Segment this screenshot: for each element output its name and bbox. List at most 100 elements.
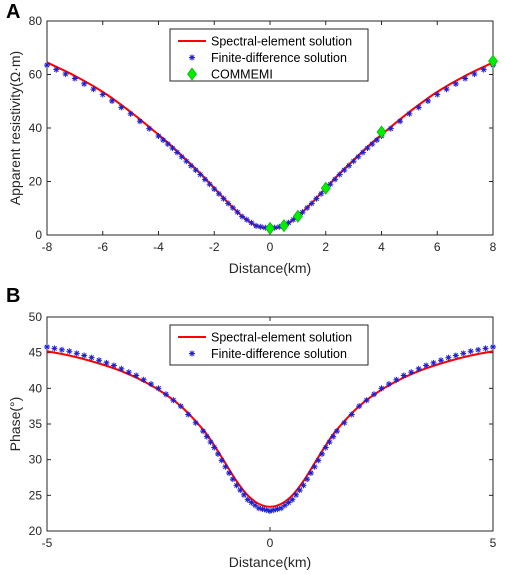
panel-b-series-finite-difference-solution-point [423, 362, 430, 369]
panel-a-series-finite-difference-solution-point [220, 195, 227, 202]
panel-a-series-finite-difference-solution-point [424, 97, 431, 104]
panel-a-series-commemi-point [320, 181, 331, 195]
panel-b: B Distance(km) Phase(°) -5 0 5 20 25 30 35 40 45… [6, 285, 497, 570]
panel-b-series-finite-difference-solution-point [118, 365, 125, 372]
panel-a-series-commemi-point [376, 125, 387, 139]
panel-b-series-finite-difference-solution-point [341, 419, 348, 426]
panel-b-series-finite-difference-solution-point [278, 505, 285, 512]
panel-a-series-finite-difference-solution-point [62, 71, 69, 78]
panel-a-series-finite-difference-solution-point [248, 219, 255, 226]
panel-a-series-finite-difference-solution-point [299, 209, 306, 216]
panel-a-series-finite-difference-solution-point [188, 162, 195, 169]
panel-a-legend-box [169, 28, 369, 82]
panel-b-y-tick-label: 30 [29, 453, 43, 467]
panel-b-series-finite-difference-solution-point [274, 506, 281, 513]
panel-b-series-finite-difference-solution-point [214, 450, 221, 457]
panel-a-x-tick-label: 6 [434, 240, 441, 254]
panel-b-series-finite-difference-solution-point [170, 397, 177, 404]
panel-a-series-finite-difference-solution-point [443, 86, 450, 93]
panel-a-series-finite-difference-solution-point [387, 125, 394, 132]
panel-b-series-finite-difference-solution-point [304, 476, 311, 483]
panel-a-y-axis-label: Apparent resistivity(Ω·m) [7, 51, 23, 205]
panel-b-series-finite-difference-solution-point [162, 391, 169, 398]
panel-a-series-finite-difference-solution-point [253, 222, 260, 229]
panel-a-x-tick-label: 4 [378, 240, 385, 254]
panel-b-series-finite-difference-solution-point [333, 428, 340, 435]
panel-a-y-tick-label: 0 [35, 228, 42, 242]
panel-a-legend-entry-3-swatch [187, 67, 197, 81]
panel-b-series-finite-difference-solution-point [452, 352, 459, 359]
panel-a-series-finite-difference-solution-point [364, 145, 371, 152]
panel-a-series-finite-difference-solution-point [234, 209, 241, 216]
panel-b-series-finite-difference-solution-markers [44, 343, 496, 515]
panel-a-series-finite-difference-solution-point [127, 110, 134, 117]
panel-b-series-finite-difference-solution-point [393, 376, 400, 383]
panel-b-series-finite-difference-solution-point [263, 507, 270, 514]
panel-a-series-finite-difference-solution-point [318, 190, 325, 197]
panel-a-series-finite-difference-solution-point [178, 153, 185, 160]
panel-b-x-tick-label: -5 [42, 536, 53, 550]
panel-b-series-finite-difference-solution-point [356, 403, 363, 410]
panel-b-series-finite-difference-solution-point [326, 439, 333, 446]
panel-a-x-tick-label: 2 [322, 240, 329, 254]
panel-a-series-finite-difference-solution-point [369, 141, 376, 148]
panel-b-series-finite-difference-solution-point [319, 450, 326, 457]
panel-a-series-finite-difference-solution-point [257, 223, 264, 230]
panel-b-series-finite-difference-solution-point [226, 469, 233, 476]
panel-a-legend-entry-1-label: Spectral-element solution [211, 35, 352, 49]
panel-a-x-tick-label: -4 [153, 240, 164, 254]
panel-b-series-finite-difference-solution-point [244, 496, 251, 503]
panel-a-series-finite-difference-solution-point [239, 213, 246, 220]
panel-b-y-tick-label: 25 [29, 488, 43, 502]
panel-b-series-finite-difference-solution-point [400, 372, 407, 379]
panel-b-series-finite-difference-solution-point [44, 343, 50, 350]
panel-a-series-finite-difference-solution-point [215, 190, 222, 197]
panel-a-legend-entry-3-label: COMMEMI [211, 68, 273, 82]
panel-a-series-finite-difference-solution-point [136, 118, 143, 125]
panel-a-series-finite-difference-solution-point [174, 149, 181, 156]
panel-a-series-finite-difference-solution-point [81, 80, 88, 87]
panel-b-series-finite-difference-solution-point [229, 476, 236, 483]
panel-b-legend-box [169, 324, 369, 366]
panel-b-series-finite-difference-solution-point [211, 444, 218, 451]
panel-a-series-finite-difference-solution-point [355, 153, 362, 160]
panel-a-x-tick-label: 0 [267, 240, 274, 254]
panel-a-series-finite-difference-solution-point [243, 216, 250, 223]
panel-a-series-finite-difference-solution-point [90, 86, 97, 93]
panel-b-series-finite-difference-solution-point [155, 385, 162, 392]
panel-b-series-finite-difference-solution-point [378, 385, 385, 392]
panel-b-y-tick-label: 35 [29, 417, 43, 431]
panel-a-series-finite-difference-solution-point [350, 158, 357, 165]
panel-b-y-axis-label: Phase(°) [7, 397, 23, 452]
panel-a-series-finite-difference-solution-point [164, 141, 171, 148]
panel-a-series-finite-difference-solution-point [225, 200, 232, 207]
panel-a-series-finite-difference-solution-point [53, 66, 60, 73]
panel-a-series-finite-difference-solution-point [327, 181, 334, 188]
panel-a-legend: Spectral-element solution Finite-differen… [169, 28, 369, 82]
panel-b-series-finite-difference-solution-point [203, 433, 210, 440]
panel-b-plot-area: -5 0 5 20 25 30 35 40 45 50 Spectral-element solut… [29, 310, 497, 550]
panel-b-series-finite-difference-solution-point [307, 469, 314, 476]
panel-a-series-finite-difference-solution-point [480, 66, 487, 73]
panel-b-series-finite-difference-solution-point [148, 381, 155, 388]
panel-b-series-finite-difference-solution-point [185, 411, 192, 418]
panel-b-series-finite-difference-solution-point [322, 444, 329, 451]
panel-a-series-finite-difference-solution-point [183, 158, 190, 165]
panel-a-series-commemi-point [293, 209, 303, 223]
panel-a-series-finite-difference-solution-point [211, 185, 218, 192]
panel-b-series-finite-difference-solution-point [482, 345, 489, 352]
panel-b-series-finite-difference-solution-point [248, 499, 255, 506]
panel-a-series-finite-difference-solution-point [359, 149, 366, 156]
panel-a-series-finite-difference-solution-point [462, 75, 469, 82]
panel-b-legend: Spectral-element solution Finite-differen… [169, 324, 369, 366]
panel-b-series-finite-difference-solution-point [296, 487, 303, 494]
panel-b-y-tick-label: 20 [29, 524, 43, 538]
panel-a-series-finite-difference-solution-point [304, 204, 311, 211]
panel-b-series-finite-difference-solution-point [311, 463, 318, 470]
panel-b-series-finite-difference-solution-point [177, 403, 184, 410]
panel-b-series-finite-difference-solution-point [140, 376, 147, 383]
panel-b-series-finite-difference-solution-point [315, 457, 322, 464]
panel-b-series-finite-difference-solution-point [237, 487, 244, 494]
panel-a-series-finite-difference-solution-point [99, 91, 106, 98]
